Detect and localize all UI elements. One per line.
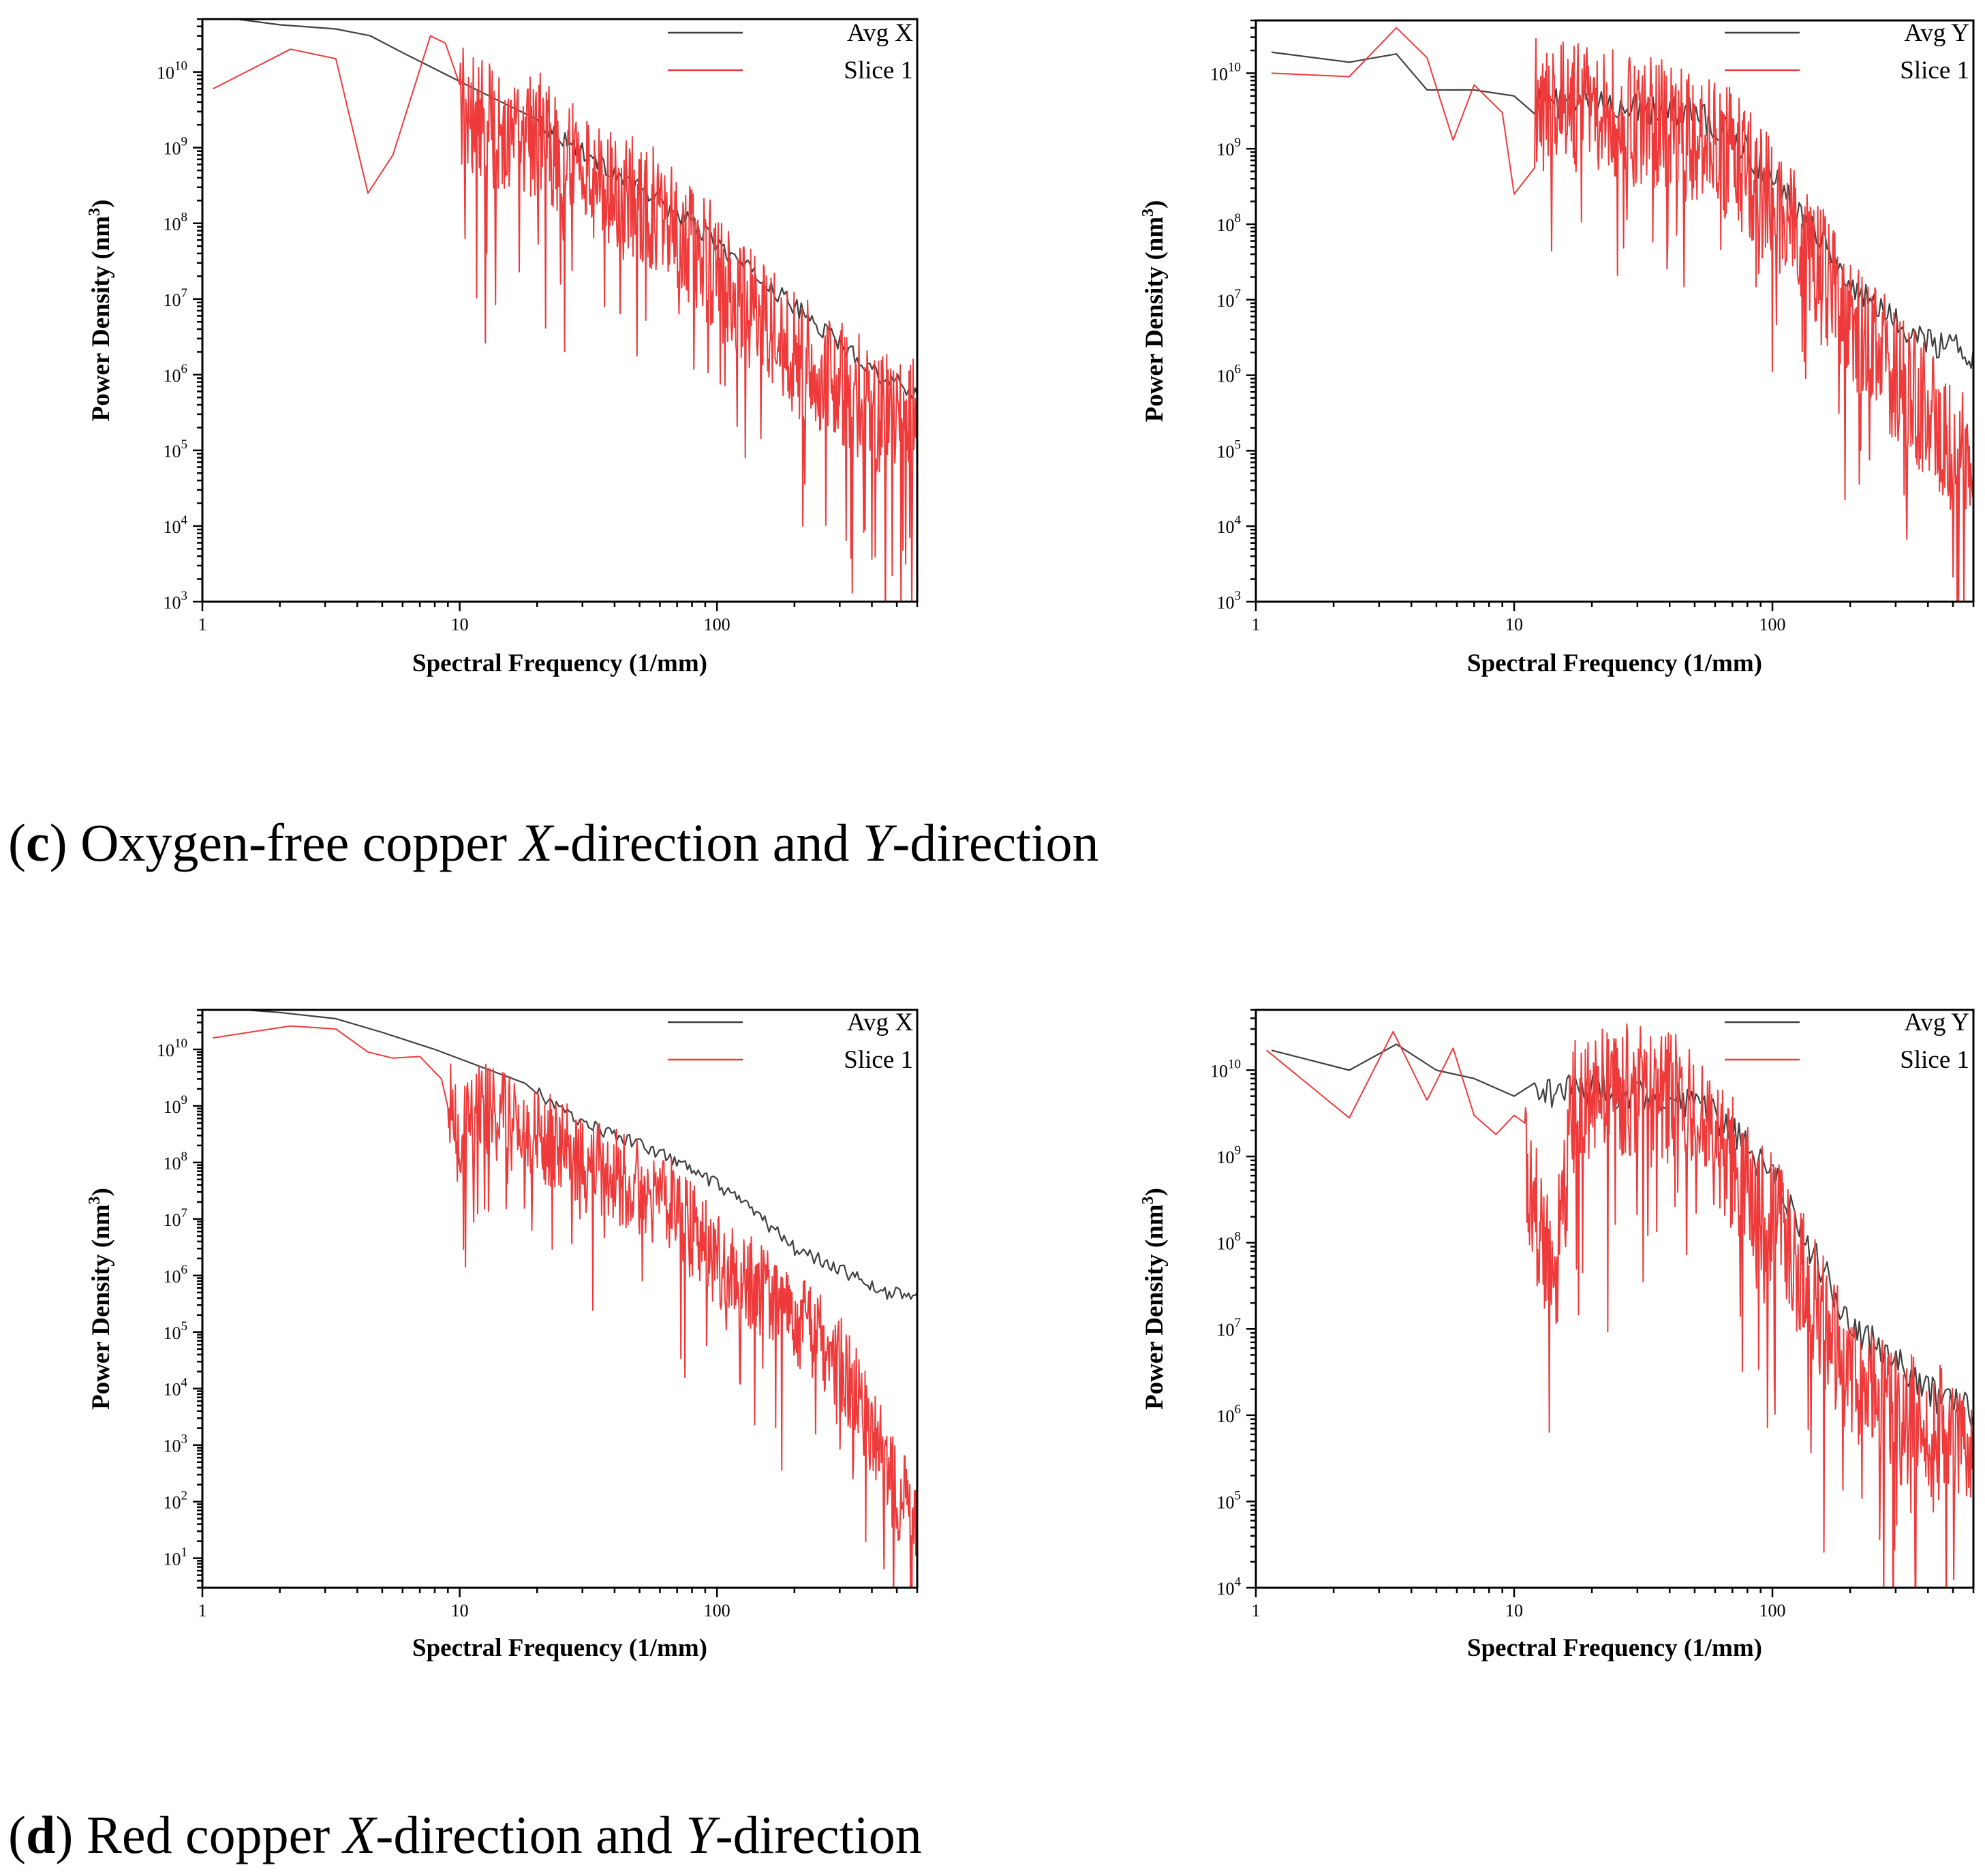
x-tick-label: 1	[198, 615, 207, 634]
legend-label: Slice 1	[1900, 1046, 1969, 1074]
legend-label: Avg Y	[1904, 19, 1969, 47]
y-tick-label: 109	[164, 135, 188, 159]
y-tick-label: 103	[164, 589, 188, 613]
x-axis-title: Spectral Frequency (1/mm)	[412, 649, 707, 677]
caption-d: (d) Red copper X-direction and Y-directi…	[8, 1805, 922, 1864]
y-tick-label: 109	[1217, 1143, 1242, 1167]
y-tick-label: 109	[1217, 136, 1242, 159]
y-tick-label: 108	[1217, 1230, 1242, 1254]
y-tick-label: 1010	[157, 1036, 187, 1060]
chart-d-x: 1 10 100 101 102 103 104 105 106 107 108 109 1010 Spe…	[86, 1009, 919, 1662]
y-tick-label: 108	[164, 1150, 188, 1173]
y-tick-label: 105	[1217, 1488, 1242, 1512]
y-axis-title: Power Density (nm3)	[1139, 200, 1169, 422]
x-tick-label: 1	[1252, 1601, 1261, 1620]
y-tick-label: 106	[1217, 363, 1242, 386]
y-tick-label: 102	[164, 1489, 188, 1513]
y-tick-label: 107	[1217, 287, 1242, 311]
legend-label: Slice 1	[844, 57, 913, 84]
y-tick-label: 1010	[1210, 1057, 1241, 1081]
plot-frame	[201, 18, 919, 603]
x-tick-label: 100	[1759, 1601, 1786, 1620]
caption-letter: c	[25, 813, 50, 872]
x-tick-label: 10	[451, 615, 469, 634]
y-axis-title: Power Density (nm3)	[1139, 1188, 1169, 1410]
y-tick-label: 104	[1217, 513, 1242, 537]
y-tick-label: 1010	[1210, 60, 1241, 84]
series-line-slice	[213, 1025, 917, 1588]
y-tick-label: 103	[1217, 589, 1242, 613]
y-axis-title: Power Density (nm3)	[86, 1188, 115, 1410]
y-tick-label: 107	[164, 1206, 188, 1230]
y-tick-label: 1010	[157, 59, 187, 83]
y-tick-label: 106	[1217, 1402, 1242, 1426]
y-tick-label: 107	[1217, 1316, 1242, 1340]
legend-label: Avg Y	[1904, 1009, 1969, 1036]
legend-label: Avg X	[847, 19, 913, 47]
series-line-slice	[1271, 27, 1973, 602]
chart-c-x: 1 10 100 103 104 105 106 107 108 109 1010 Spectral …	[86, 18, 919, 677]
y-tick-label: 106	[164, 1263, 188, 1287]
series-line-slice	[1266, 1023, 1973, 1588]
y-tick-label: 107	[164, 286, 188, 310]
x-tick-label: 1	[198, 1601, 207, 1620]
y-tick-label: 105	[164, 437, 188, 461]
y-tick-label: 101	[164, 1546, 188, 1569]
y-tick-label: 106	[164, 362, 188, 386]
legend-label: Slice 1	[844, 1046, 913, 1074]
caption-letter: d	[25, 1805, 56, 1864]
series-line-slice	[213, 35, 917, 602]
x-tick-label: 100	[704, 1601, 730, 1620]
x-axis-title: Spectral Frequency (1/mm)	[1467, 1634, 1762, 1662]
y-tick-label: 105	[164, 1319, 188, 1343]
x-tick-label: 10	[1505, 615, 1523, 634]
y-tick-label: 108	[1217, 211, 1242, 235]
chart-c-y: 1 10 100 103 104 105 106 107 108 109 1010 Spectral …	[1139, 19, 1975, 677]
x-tick-label: 1	[1252, 615, 1261, 634]
y-tick-label: 103	[164, 1432, 188, 1456]
y-tick-label: 104	[1217, 1575, 1242, 1599]
y-tick-label: 104	[164, 513, 188, 537]
y-tick-label: 104	[164, 1376, 188, 1400]
x-tick-label: 10	[451, 1601, 469, 1620]
legend-label: Slice 1	[1900, 57, 1969, 84]
plot-frame	[1255, 1009, 1975, 1589]
x-tick-label: 100	[1759, 615, 1786, 634]
y-tick-label: 105	[1217, 437, 1242, 461]
x-tick-label: 100	[704, 615, 730, 634]
y-axis-title: Power Density (nm3)	[86, 200, 115, 422]
series-line-avg	[234, 1010, 917, 1300]
y-tick-label: 108	[164, 211, 188, 234]
legend-label: Avg X	[847, 1009, 913, 1036]
x-axis-title: Spectral Frequency (1/mm)	[412, 1634, 707, 1662]
x-axis-title: Spectral Frequency (1/mm)	[1467, 649, 1762, 677]
caption-c: (c) Oxygen-free copper X-direction and Y…	[8, 813, 1099, 872]
x-tick-label: 10	[1505, 1601, 1523, 1620]
chart-d-y: 1 10 100 104 105 106 107 108 109 1010 Spectral Fre…	[1139, 1009, 1975, 1662]
y-tick-label: 109	[164, 1093, 188, 1117]
